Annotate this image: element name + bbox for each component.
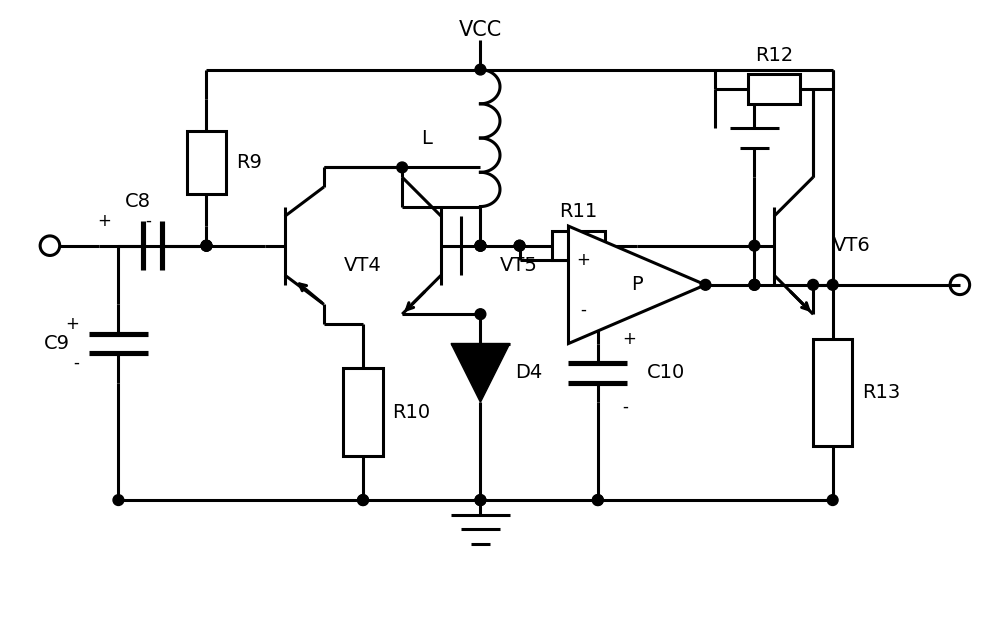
- Circle shape: [475, 240, 486, 251]
- FancyBboxPatch shape: [343, 368, 383, 456]
- Circle shape: [808, 279, 818, 290]
- Circle shape: [514, 240, 525, 251]
- Text: -: -: [73, 354, 79, 372]
- Text: R12: R12: [755, 46, 793, 64]
- Polygon shape: [451, 343, 510, 402]
- Polygon shape: [568, 226, 705, 343]
- Circle shape: [201, 240, 212, 251]
- FancyBboxPatch shape: [813, 339, 852, 446]
- Text: +: +: [65, 315, 79, 333]
- FancyBboxPatch shape: [187, 131, 226, 194]
- Text: D4: D4: [515, 363, 542, 383]
- Text: VCC: VCC: [459, 21, 502, 41]
- Circle shape: [475, 495, 486, 506]
- Circle shape: [700, 279, 711, 290]
- Circle shape: [475, 495, 486, 506]
- Circle shape: [358, 495, 368, 506]
- Text: -: -: [622, 398, 628, 416]
- Circle shape: [749, 279, 760, 290]
- Text: VT5: VT5: [500, 256, 538, 275]
- Circle shape: [201, 240, 212, 251]
- Circle shape: [475, 240, 486, 251]
- Text: +: +: [97, 213, 111, 230]
- Circle shape: [749, 279, 760, 290]
- Text: C9: C9: [43, 334, 69, 353]
- Text: P: P: [631, 276, 643, 294]
- Circle shape: [592, 495, 603, 506]
- Text: R13: R13: [862, 383, 900, 402]
- Circle shape: [475, 240, 486, 251]
- Text: VT6: VT6: [833, 236, 870, 255]
- Text: L: L: [421, 129, 432, 147]
- Circle shape: [827, 495, 838, 506]
- Circle shape: [827, 279, 838, 290]
- Circle shape: [592, 495, 603, 506]
- Circle shape: [475, 64, 486, 75]
- Text: R10: R10: [392, 402, 430, 422]
- Text: C8: C8: [125, 192, 151, 211]
- FancyBboxPatch shape: [552, 231, 605, 260]
- Text: -: -: [580, 300, 586, 318]
- Circle shape: [358, 495, 368, 506]
- Circle shape: [514, 240, 525, 251]
- Circle shape: [397, 162, 408, 173]
- Text: -: -: [145, 213, 151, 230]
- FancyBboxPatch shape: [748, 75, 800, 104]
- Text: R11: R11: [559, 202, 597, 222]
- Text: VT4: VT4: [343, 256, 381, 275]
- Text: C10: C10: [647, 363, 685, 383]
- Circle shape: [201, 240, 212, 251]
- Text: R9: R9: [236, 153, 262, 172]
- Text: +: +: [576, 251, 590, 269]
- Text: +: +: [622, 330, 636, 348]
- Circle shape: [475, 308, 486, 319]
- Circle shape: [113, 495, 124, 506]
- Circle shape: [749, 240, 760, 251]
